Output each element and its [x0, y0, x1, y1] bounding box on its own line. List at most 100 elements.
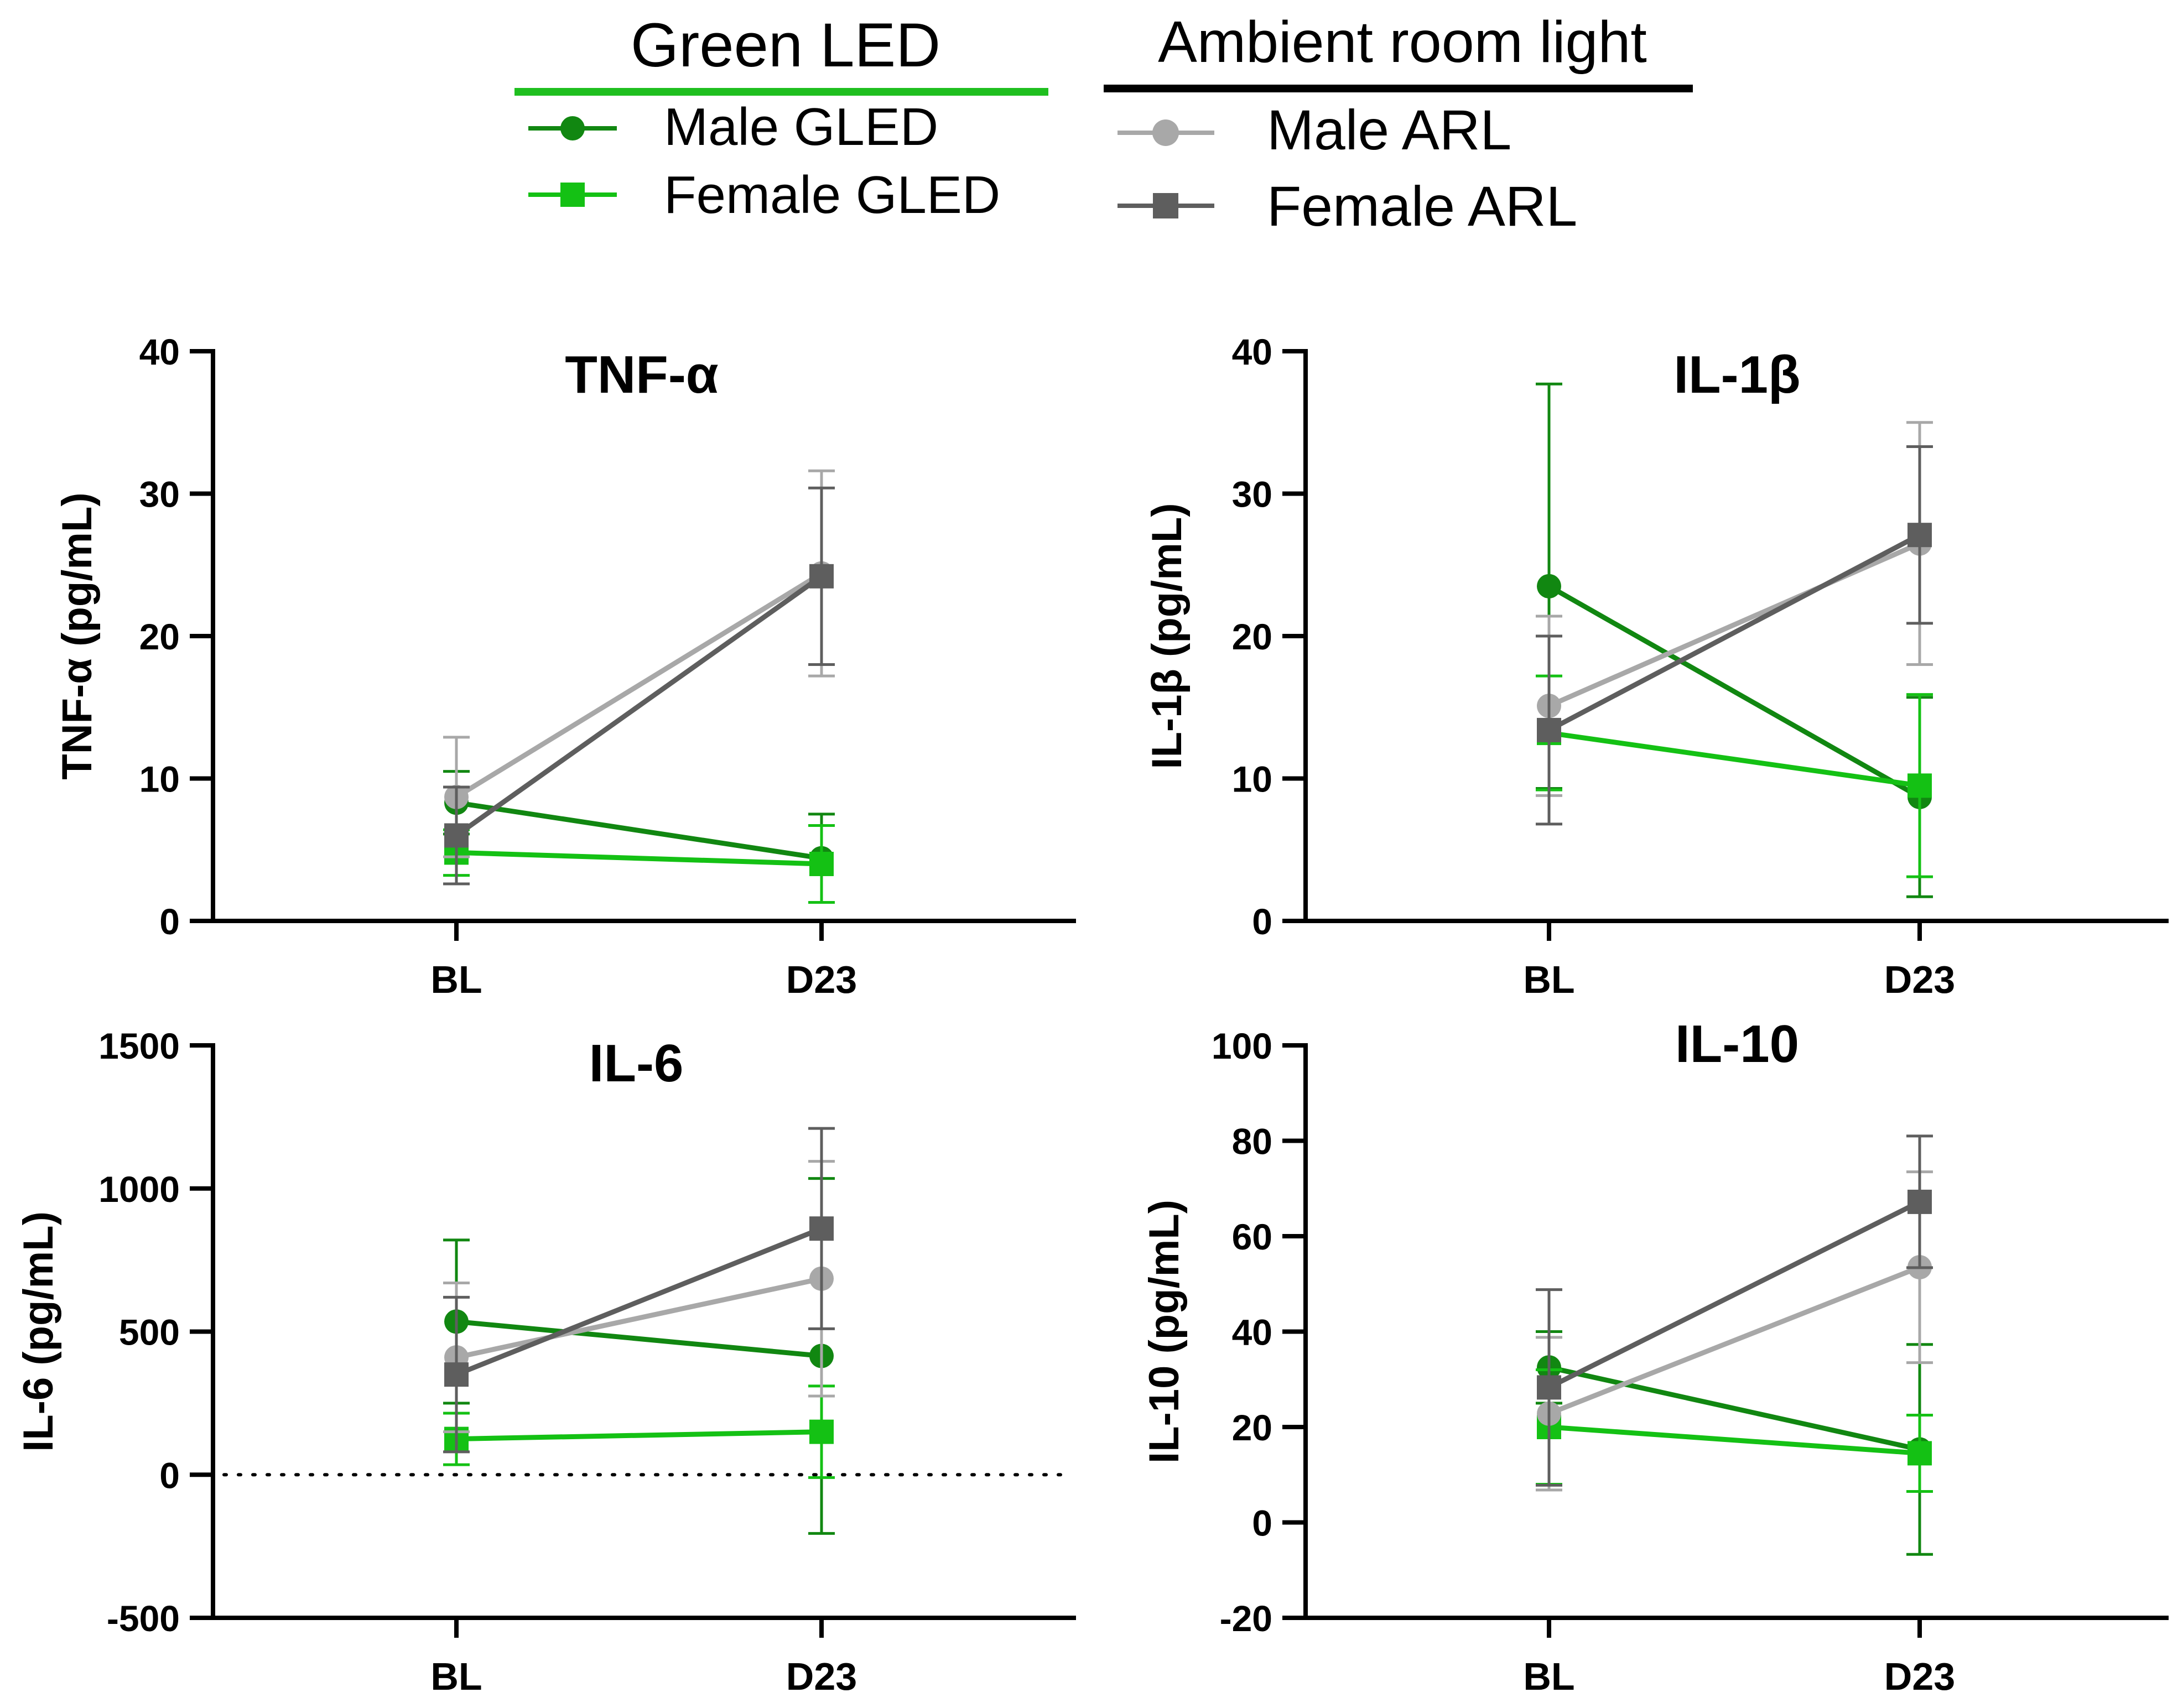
series-line: [455, 571, 823, 799]
y-tick-label: 10: [1232, 759, 1272, 800]
legend-entry-male-arl: Male ARL: [1118, 98, 1511, 162]
legend-label: Female GLED: [664, 165, 1000, 225]
legend-group-title: Ambient room light: [1158, 9, 1647, 75]
y-tick-label: 30: [1232, 474, 1272, 515]
legend-label: Female ARL: [1267, 175, 1577, 238]
series-line: [1548, 1365, 1920, 1452]
data-point-square: [444, 1362, 469, 1387]
series-female-gled: [1536, 1368, 1933, 1493]
y-axis-label: IL-6 (pg/mL): [15, 1211, 62, 1452]
series-line: [456, 850, 822, 867]
data-point-square: [1907, 523, 1932, 548]
y-tick-label: 10: [139, 759, 180, 800]
x-tick-label: D23: [786, 1655, 857, 1698]
panel-title: IL-6: [589, 1034, 684, 1093]
y-tick-label: 0: [159, 1455, 180, 1496]
y-tick-label: 40: [139, 331, 180, 372]
legend-marker-circle: [1152, 119, 1179, 146]
data-point-square: [809, 852, 834, 876]
panel-title: TNF-α: [565, 345, 719, 404]
y-tick-label: 0: [1252, 1503, 1272, 1544]
panel-title: IL-10: [1675, 1014, 1799, 1074]
legend-label: Male ARL: [1267, 98, 1511, 162]
panel-title: IL-1β: [1673, 345, 1800, 404]
y-tick-label: 20: [1232, 616, 1272, 657]
series-line: [1548, 730, 1920, 788]
y-tick-label: 40: [1232, 331, 1272, 372]
legend-group-title: Green LED: [631, 11, 940, 80]
legend-marker-square: [1153, 193, 1178, 218]
series-line: [1547, 1199, 1921, 1390]
legend-entry-female-arl: Female ARL: [1118, 175, 1577, 238]
data-point-square: [809, 1216, 834, 1241]
series-line: [1547, 584, 1921, 799]
data-point-square: [809, 564, 834, 589]
legend-marker-square: [560, 183, 585, 207]
panel-il-10: IL-10 IL-10 (pg/mL) -20 0 20 40 60 80 100 BL D23: [1141, 1014, 2169, 1698]
y-tick-label: 60: [1232, 1216, 1272, 1257]
y-tick-label: 0: [1252, 901, 1272, 942]
panel-il-6: IL-6 IL-6 (pg/mL) -500 0 500 1000 1500 BL D23: [15, 1025, 1076, 1698]
x-tick-label: BL: [430, 958, 482, 1001]
series-line: [456, 1319, 822, 1358]
x-tick-label: D23: [1884, 1655, 1955, 1698]
legend: Green LED Male GLED Female GLED Ambient …: [514, 9, 1693, 238]
legend-group-ambient-room-light: Ambient room light Male ARL Female ARL: [1104, 9, 1693, 238]
series-female-arl: [1536, 445, 1933, 826]
data-point-circle: [1537, 574, 1561, 598]
series-line: [455, 1226, 823, 1377]
x-tick-label: BL: [430, 1655, 482, 1698]
series-female-gled: [443, 824, 835, 904]
data-point-square: [1907, 1441, 1932, 1466]
data-point-square: [1907, 1189, 1932, 1214]
series-line: [1548, 1424, 1920, 1456]
series-line: [1548, 1264, 1921, 1417]
y-tick-label: -500: [107, 1598, 180, 1639]
y-tick-label: 1000: [98, 1169, 180, 1210]
series-line: [456, 1429, 822, 1442]
y-tick-label: 500: [119, 1312, 180, 1353]
y-tick-label: 100: [1212, 1025, 1272, 1066]
legend-group-green-led: Green LED Male GLED Female GLED: [514, 11, 1048, 225]
series-line: [1547, 533, 1921, 732]
series-male-gled: [443, 770, 835, 904]
x-tick-label: D23: [1884, 958, 1955, 1001]
y-tick-label: -20: [1220, 1598, 1272, 1639]
y-axis-label: IL-10 (pg/mL): [1141, 1200, 1188, 1464]
series-male-arl: [443, 469, 835, 858]
series-line: [1548, 541, 1921, 709]
series-male-arl: [443, 1160, 835, 1434]
series-line: [456, 1276, 822, 1360]
data-point-square: [1907, 773, 1932, 798]
series-female-gled: [443, 1384, 835, 1479]
legend-label: Male GLED: [664, 97, 938, 157]
panel-il-1-beta: IL-1β IL-1β (pg/mL) 0 10 20 30 40 BL D23: [1144, 331, 2169, 1001]
series-female-arl: [1536, 1134, 1933, 1487]
y-tick-label: 20: [1232, 1407, 1272, 1448]
y-axis-label: IL-1β (pg/mL): [1144, 503, 1191, 769]
legend-entry-female-gled: Female GLED: [528, 165, 1000, 225]
data-point-square: [444, 823, 469, 848]
series-line: [456, 800, 822, 861]
x-tick-label: BL: [1523, 958, 1574, 1001]
legend-entry-male-gled: Male GLED: [528, 97, 938, 157]
y-tick-label: 40: [1232, 1312, 1272, 1353]
y-tick-label: 30: [139, 474, 180, 515]
series-female-arl: [443, 486, 835, 886]
x-tick-label: BL: [1523, 1655, 1574, 1698]
panel-tnf-alpha: TNF-α TNF-α (pg/mL) 0 10 20 30 40 BL D23: [54, 331, 1076, 1001]
y-tick-label: 0: [159, 901, 180, 942]
series-line: [455, 574, 823, 838]
data-point-square: [809, 1419, 834, 1444]
series-male-gled: [1536, 382, 1933, 898]
y-tick-label: 80: [1232, 1121, 1272, 1162]
y-axis-label: TNF-α (pg/mL): [54, 492, 101, 779]
y-tick-label: 20: [139, 616, 180, 657]
data-point-square: [1537, 1375, 1561, 1400]
legend-marker-circle: [560, 116, 585, 140]
data-point-square: [1537, 717, 1561, 742]
series-female-arl: [443, 1127, 835, 1454]
y-tick-label: 1500: [98, 1025, 180, 1066]
x-tick-label: D23: [786, 958, 857, 1001]
